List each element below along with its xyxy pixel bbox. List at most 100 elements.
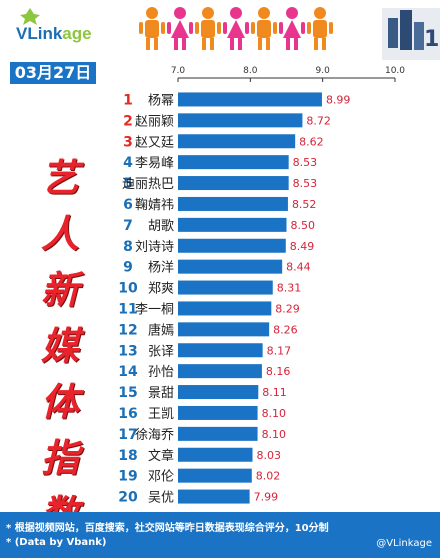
value-label: 8.31 [277, 282, 302, 295]
bar [178, 280, 273, 295]
date-label: 03月27日 [10, 62, 96, 84]
people-icons [139, 7, 333, 50]
value-label: 8.29 [275, 302, 300, 315]
value-label: 8.03 [257, 449, 282, 462]
value-label: 8.99 [326, 93, 351, 106]
bar [178, 426, 258, 441]
bar [178, 468, 252, 483]
category-label: 杨幂 [148, 93, 174, 108]
rank-label: 18 [118, 448, 137, 464]
category-label: 鞠婧祎 [135, 198, 174, 213]
value-label: 8.11 [262, 386, 287, 399]
rank-label: 4 [123, 155, 133, 171]
corner-number: 13 [424, 27, 440, 52]
rank-label: 13 [118, 343, 137, 359]
category-label: 杨洋 [148, 261, 174, 276]
value-label: 8.10 [262, 428, 287, 441]
category-label: 李一桐 [135, 302, 174, 317]
rank-label: 2 [123, 113, 133, 129]
rank-label: 6 [123, 197, 133, 213]
value-label: 8.16 [266, 365, 291, 378]
rank-label: 11 [118, 301, 137, 317]
title-char: 指 [40, 436, 79, 480]
footer: * 根据视频网站，百度搜索，社交网站等昨日数据表现综合评分，10分制 * (Da… [0, 512, 440, 558]
corner-decoration: 13 [382, 8, 440, 60]
bar [178, 155, 289, 170]
person-icon [195, 7, 221, 50]
rank-label: 12 [118, 322, 137, 338]
footer-note-2: * (Data by Vbank) [6, 537, 107, 548]
bar [178, 196, 288, 211]
bar [178, 134, 296, 149]
title-char: 新 [40, 268, 79, 312]
bar [178, 259, 283, 274]
header: VLinkage 13 [0, 0, 440, 60]
chart-title-vertical: 艺人新媒体指数 [24, 150, 96, 542]
title-char: 媒 [40, 324, 79, 368]
rank-label: 7 [123, 218, 133, 234]
x-tick-label: 9.0 [316, 66, 331, 76]
title-char: 艺 [40, 156, 79, 200]
watermark: @VLinkage [376, 538, 432, 549]
value-label: 8.50 [291, 219, 316, 232]
person-icon [279, 7, 305, 50]
rank-label: 15 [118, 385, 137, 401]
bar [178, 113, 303, 128]
rank-label: 5 [123, 176, 133, 192]
value-label: 8.53 [293, 156, 318, 169]
bar [178, 176, 289, 191]
rank-label: 17 [118, 427, 137, 443]
person-icon [223, 7, 249, 50]
category-label: 刘诗诗 [135, 240, 174, 255]
category-label: 孙怡 [148, 365, 174, 380]
person-icon [167, 7, 193, 50]
category-label: 邓伦 [148, 470, 174, 485]
rank-label: 3 [123, 134, 133, 150]
rank-label: 20 [118, 490, 138, 506]
category-label: 胡歌 [148, 219, 174, 234]
rank-label: 10 [118, 281, 138, 297]
value-label: 8.53 [293, 177, 318, 190]
bar [178, 364, 262, 379]
x-tick-label: 8.0 [243, 66, 258, 76]
value-label: 8.44 [286, 261, 311, 274]
rank-label: 16 [118, 406, 137, 422]
value-label: 8.62 [299, 135, 324, 148]
bar [178, 217, 287, 232]
bar [178, 489, 250, 504]
title-char: 体 [40, 380, 79, 424]
category-label: 徐海乔 [135, 428, 174, 443]
category-label: 唐嫣 [148, 322, 174, 338]
category-label: 李易峰 [135, 156, 174, 171]
bar [178, 385, 259, 400]
bar [178, 343, 263, 358]
logo-text: VLinkage [16, 24, 92, 44]
category-label: 张译 [148, 344, 174, 359]
bar [178, 301, 272, 316]
category-label: 吴优 [148, 491, 174, 506]
bar [178, 447, 253, 462]
rank-label: 9 [123, 260, 133, 276]
person-icon [139, 7, 165, 50]
value-label: 8.02 [256, 470, 281, 483]
value-label: 7.99 [254, 491, 278, 504]
bar [178, 238, 286, 253]
category-label: 迪丽热巴 [122, 177, 174, 192]
value-label: 8.49 [290, 240, 315, 253]
bar-chart: 7.0 8.0 9.0 10.0 1 杨幂 8.99 2 赵丽颖 8.72 3 赵又廷 8.62 4 李易峰… [118, 66, 405, 506]
vlinkage-logo-icon [20, 8, 40, 25]
bar [178, 405, 258, 420]
value-label: 8.17 [267, 344, 292, 357]
rank-label: 19 [118, 469, 137, 485]
bar [178, 322, 270, 337]
x-tick-label: 7.0 [171, 66, 186, 76]
value-label: 8.52 [292, 198, 317, 211]
footer-note-1: * 根据视频网站，百度搜索，社交网站等昨日数据表现综合评分，10分制 [6, 523, 329, 534]
rank-label: 1 [123, 92, 133, 108]
value-label: 8.10 [262, 407, 287, 420]
person-icon [251, 7, 277, 50]
category-label: 郑爽 [148, 282, 174, 297]
value-label: 8.72 [306, 114, 331, 127]
title-char: 人 [40, 212, 79, 256]
logo-suffix: age [62, 24, 92, 43]
